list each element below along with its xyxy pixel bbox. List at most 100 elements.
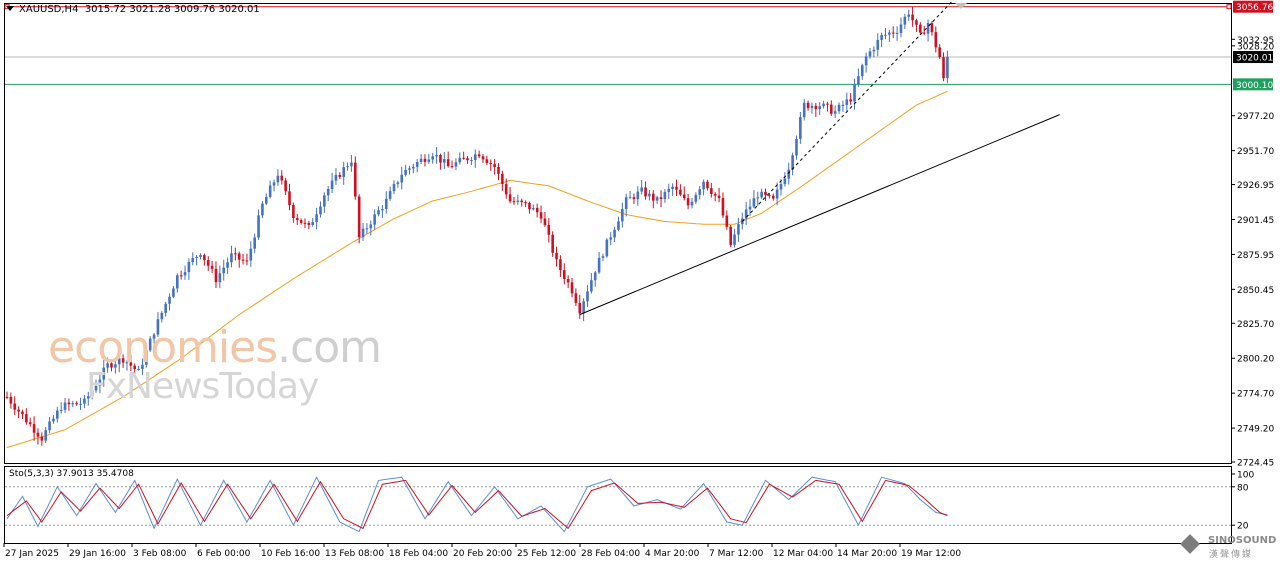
candle [860,63,864,80]
dropdown-triangle-icon[interactable] [6,6,14,11]
candle [129,355,133,372]
candle [264,193,268,206]
candle [102,359,106,387]
candle-body [899,24,903,33]
candle-body [90,390,94,397]
candle-body [102,367,106,380]
candle [485,155,489,166]
candle-body [179,275,183,277]
candle-body [818,106,821,110]
sto-tick-label: 20 [1237,522,1249,532]
candle-body [636,191,640,200]
y-tick-label: 2825.70 [1237,320,1274,330]
candle-body [547,224,551,235]
candle-body [516,200,520,202]
candle [214,261,218,289]
candle [272,179,276,192]
candle-body [710,188,713,194]
candle [473,149,477,168]
candle [562,263,566,285]
candle-body [114,364,117,368]
oscillator-pane [4,466,1232,544]
candle-body [679,189,682,195]
candle [133,363,137,376]
candle [292,202,295,223]
candle-body [876,39,880,50]
candle [891,26,895,39]
candle-body [249,248,253,261]
candle-body [226,262,229,268]
candle-body [497,167,500,174]
candle-body [915,20,918,25]
candle-body [597,257,601,273]
candle-body [617,221,620,230]
candle-body [253,237,256,249]
candle [636,186,640,206]
sinosound-logo: SINOSOUND 漢聲傳媒 [1180,534,1278,562]
candle-body [454,162,458,167]
candle [423,154,427,167]
candle [508,187,512,204]
candle-body [501,173,504,185]
candle-body [315,214,318,223]
candle [570,277,574,298]
candle-body [570,282,574,294]
candle [117,355,121,373]
candle-body [783,178,787,185]
candle [919,22,922,35]
candle-body [764,191,767,196]
candle-body [272,182,276,186]
candle [624,193,628,217]
candle-body [210,265,214,269]
candle [791,152,794,176]
candle [481,153,485,163]
candle-body [388,191,392,199]
candle [582,298,585,322]
candle [75,401,78,406]
x-tick-label: 18 Feb 04:00 [389,549,448,559]
candle [520,198,524,207]
candle [748,199,752,216]
candle-body [292,205,295,219]
candle-body [160,312,164,320]
candle [814,102,818,117]
candle-body [156,319,160,335]
candle [555,246,558,267]
candle-body [148,338,152,351]
candle-body [384,198,388,210]
y-tick-label: 2774.70 [1237,390,1274,400]
scroll-marker[interactable] [955,3,967,9]
candle [632,193,636,205]
candle [717,187,721,203]
x-tick-label: 3 Feb 08:00 [133,549,187,559]
candle-body [462,157,465,159]
candle-body [419,158,423,162]
candle [818,102,821,115]
candle [849,93,852,105]
candle [257,209,260,240]
candle-body [295,218,299,221]
candle-body [849,99,852,102]
candle [795,135,798,160]
candle [253,233,256,254]
candle-body [137,368,140,370]
candle [930,21,934,36]
candle-body [706,181,709,189]
candle-body [52,418,55,422]
candle-body [195,256,198,259]
candle [559,255,562,277]
candle [164,301,167,317]
x-tick-label: 28 Feb 04:00 [581,549,640,559]
candle-body [659,197,663,200]
candle [439,153,442,170]
candle-body [129,362,133,366]
candle-body [164,303,167,313]
candle-body [802,102,806,118]
candle-body [640,187,643,192]
candle-body [551,234,554,253]
candle [237,251,241,268]
candle-body [431,156,434,160]
candle-body [628,197,632,199]
